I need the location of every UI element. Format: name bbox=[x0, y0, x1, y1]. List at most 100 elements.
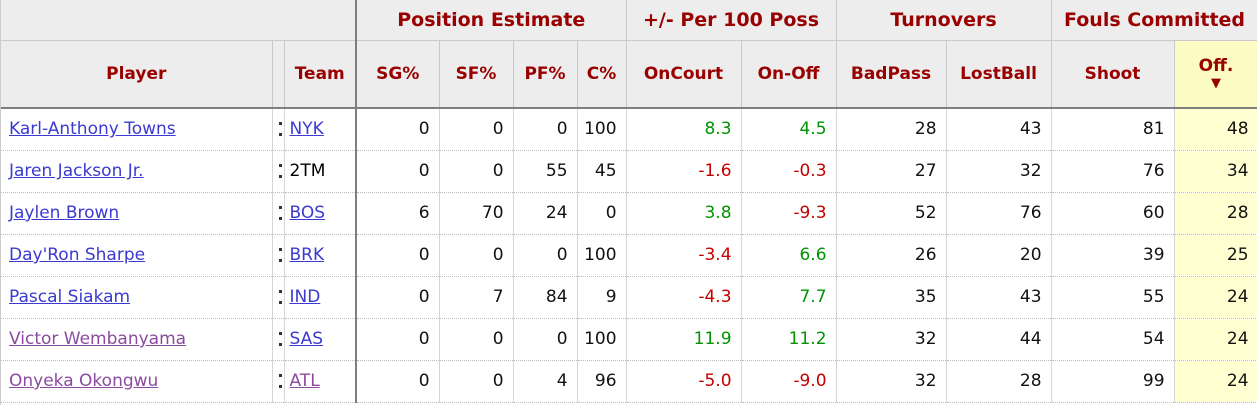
team-link[interactable]: BOS bbox=[289, 203, 326, 223]
player-link[interactable]: Jaylen Brown bbox=[9, 203, 120, 223]
column-header-off-sorted[interactable]: Off. ▼ bbox=[1174, 40, 1257, 109]
clipped-digit-fragment bbox=[278, 122, 282, 137]
player-link[interactable]: Onyeka Okongwu bbox=[9, 371, 159, 391]
player-cell: Day'Ron Sharpe bbox=[1, 234, 273, 277]
sg-pct-cell: 0 bbox=[356, 108, 440, 151]
sg-pct-cell: 6 bbox=[356, 192, 440, 235]
team-cell: ATL bbox=[284, 360, 358, 403]
column-header-shoot[interactable]: Shoot bbox=[1051, 40, 1175, 109]
shoot-cell: 81 bbox=[1051, 108, 1175, 151]
player-link[interactable]: Karl-Anthony Towns bbox=[9, 119, 176, 140]
table-row: Karl-Anthony Towns NYK 0 0 0 100 8.3 4.5… bbox=[1, 108, 1257, 151]
column-header-off-label: Off. bbox=[1198, 55, 1234, 76]
sg-pct-cell: 0 bbox=[356, 276, 440, 319]
team-link[interactable]: IND bbox=[289, 287, 321, 307]
lostball-cell: 43 bbox=[946, 276, 1052, 319]
column-header-player[interactable]: Player bbox=[1, 40, 273, 109]
off-fouls-cell: 24 bbox=[1174, 360, 1257, 403]
pf-pct-cell: 0 bbox=[513, 108, 578, 151]
group-header-position-estimate: Position Estimate bbox=[356, 0, 627, 41]
shoot-cell: 55 bbox=[1051, 276, 1175, 319]
pf-pct-cell: 0 bbox=[513, 318, 578, 361]
player-link[interactable]: Day'Ron Sharpe bbox=[9, 245, 146, 265]
sf-pct-cell: 70 bbox=[439, 192, 514, 235]
clipped-age-cell bbox=[272, 192, 285, 235]
pf-pct-cell: 84 bbox=[513, 276, 578, 319]
team-link[interactable]: ATL bbox=[289, 371, 320, 391]
column-header-oncourt[interactable]: OnCourt bbox=[626, 40, 742, 109]
team-link[interactable]: NYK bbox=[289, 119, 324, 140]
player-link[interactable]: Victor Wembanyama bbox=[9, 329, 187, 349]
team-cell: BRK bbox=[284, 234, 358, 277]
player-cell: Jaren Jackson Jr. bbox=[1, 150, 273, 193]
oncourt-cell: -1.6 bbox=[626, 150, 742, 193]
badpass-cell: 32 bbox=[836, 318, 947, 361]
shoot-cell: 39 bbox=[1051, 234, 1175, 277]
team-cell: IND bbox=[284, 276, 358, 319]
oncourt-cell: -4.3 bbox=[626, 276, 742, 319]
clipped-age-cell bbox=[272, 360, 285, 403]
group-header-turnovers: Turnovers bbox=[836, 0, 1052, 41]
clipped-age-cell bbox=[272, 276, 285, 319]
column-header-pf-pct[interactable]: PF% bbox=[513, 40, 578, 109]
team-text: 2TM bbox=[289, 161, 326, 181]
lostball-cell: 20 bbox=[946, 234, 1052, 277]
table-row: Pascal Siakam IND 0 7 84 9 -4.3 7.7 35 4… bbox=[1, 276, 1257, 319]
column-header-c-pct[interactable]: C% bbox=[577, 40, 627, 109]
table-body: Karl-Anthony Towns NYK 0 0 0 100 8.3 4.5… bbox=[1, 108, 1257, 403]
player-cell: Onyeka Okongwu bbox=[1, 360, 273, 403]
table-row: Victor Wembanyama SAS 0 0 0 100 11.9 11.… bbox=[1, 318, 1257, 361]
clipped-digit-fragment bbox=[278, 290, 282, 304]
group-header-plus-minus: +/- Per 100 Poss bbox=[626, 0, 837, 41]
column-header-badpass[interactable]: BadPass bbox=[836, 40, 947, 109]
clipped-age-cell bbox=[272, 150, 285, 193]
badpass-cell: 28 bbox=[836, 108, 947, 151]
lostball-cell: 43 bbox=[946, 108, 1052, 151]
c-pct-cell: 0 bbox=[577, 192, 627, 235]
team-cell: NYK bbox=[284, 108, 358, 151]
team-link[interactable]: SAS bbox=[289, 329, 324, 349]
clipped-digit-fragment bbox=[278, 374, 282, 388]
off-fouls-cell: 24 bbox=[1174, 318, 1257, 361]
column-header-lostball[interactable]: LostBall bbox=[946, 40, 1052, 109]
player-cell: Jaylen Brown bbox=[1, 192, 273, 235]
sg-pct-cell: 0 bbox=[356, 234, 440, 277]
badpass-cell: 26 bbox=[836, 234, 947, 277]
table-row: Jaren Jackson Jr. 2TM 0 0 55 45 -1.6 -0.… bbox=[1, 150, 1257, 193]
sg-pct-cell: 0 bbox=[356, 318, 440, 361]
pf-pct-cell: 24 bbox=[513, 192, 578, 235]
table-row: Day'Ron Sharpe BRK 0 0 0 100 -3.4 6.6 26… bbox=[1, 234, 1257, 277]
oncourt-cell: -3.4 bbox=[626, 234, 742, 277]
on-off-cell: 6.6 bbox=[741, 234, 837, 277]
team-cell: SAS bbox=[284, 318, 358, 361]
on-off-cell: 11.2 bbox=[741, 318, 837, 361]
on-off-cell: 4.5 bbox=[741, 108, 837, 151]
clipped-digit-fragment bbox=[278, 164, 282, 178]
pf-pct-cell: 0 bbox=[513, 234, 578, 277]
sort-descending-icon: ▼ bbox=[1211, 75, 1222, 91]
clipped-digit-fragment bbox=[278, 332, 282, 346]
player-cell: Victor Wembanyama bbox=[1, 318, 273, 361]
sg-pct-cell: 0 bbox=[356, 360, 440, 403]
pf-pct-cell: 4 bbox=[513, 360, 578, 403]
badpass-cell: 27 bbox=[836, 150, 947, 193]
player-link[interactable]: Pascal Siakam bbox=[9, 287, 131, 307]
off-fouls-cell: 34 bbox=[1174, 150, 1257, 193]
column-header-sg-pct[interactable]: SG% bbox=[356, 40, 440, 109]
column-header-sf-pct[interactable]: SF% bbox=[439, 40, 514, 109]
player-link[interactable]: Jaren Jackson Jr. bbox=[9, 161, 144, 181]
team-link[interactable]: BRK bbox=[289, 245, 325, 265]
badpass-cell: 32 bbox=[836, 360, 947, 403]
sf-pct-cell: 0 bbox=[439, 108, 514, 151]
group-header-fouls-committed: Fouls Committed bbox=[1051, 0, 1257, 41]
c-pct-cell: 100 bbox=[577, 318, 627, 361]
clipped-digit-fragment bbox=[278, 248, 282, 262]
c-pct-cell: 100 bbox=[577, 234, 627, 277]
c-pct-cell: 100 bbox=[577, 108, 627, 151]
oncourt-cell: -5.0 bbox=[626, 360, 742, 403]
badpass-cell: 35 bbox=[836, 276, 947, 319]
column-header-on-off[interactable]: On-Off bbox=[741, 40, 837, 109]
pf-pct-cell: 55 bbox=[513, 150, 578, 193]
column-header-team[interactable]: Team bbox=[284, 40, 358, 109]
